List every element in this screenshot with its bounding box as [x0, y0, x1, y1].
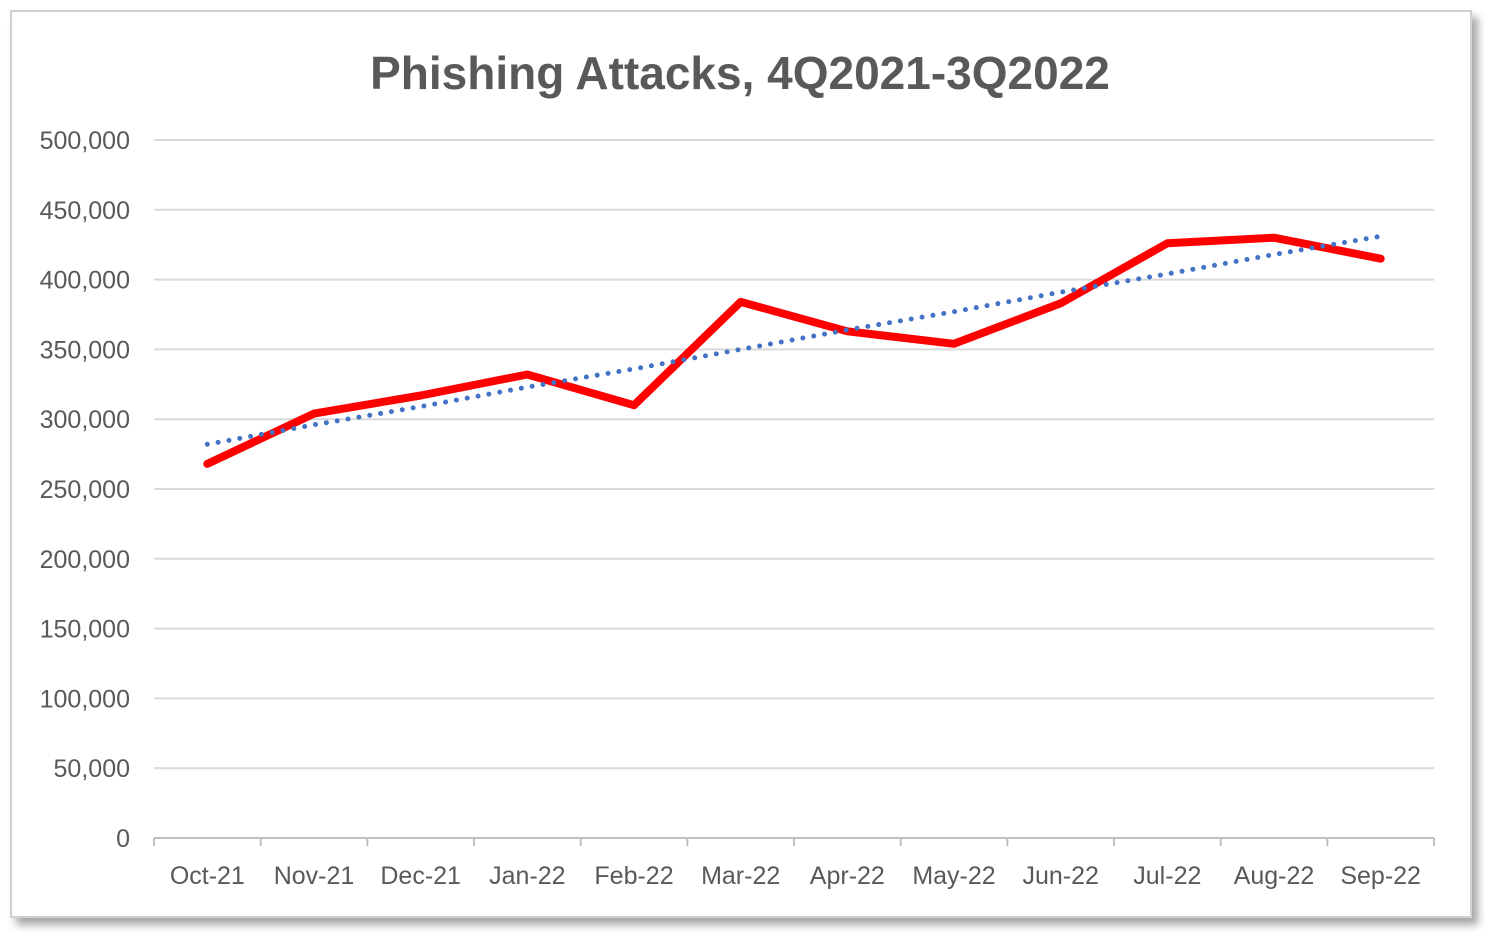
y-tick-label: 0 — [116, 825, 130, 853]
x-tick-label: Nov-21 — [274, 862, 355, 890]
x-tick-label: Dec-21 — [380, 862, 461, 890]
y-axis-labels: 0 50,000 100,000 150,000 200,000 250,000 300,0… — [40, 127, 130, 853]
x-tick-label: Oct-21 — [170, 862, 245, 890]
y-tick-label: 400,000 — [40, 267, 130, 295]
x-tick-label: Feb-22 — [594, 862, 673, 890]
y-tick-label: 150,000 — [40, 616, 130, 644]
x-tick-label: Jul-22 — [1133, 862, 1201, 890]
y-tick-label: 50,000 — [54, 755, 130, 783]
x-tick-label: Jan-22 — [489, 862, 565, 890]
y-tick-label: 200,000 — [40, 546, 130, 574]
chart-frame: Phishing Attacks, 4Q2021-3Q2022 0 50,000 1… — [10, 10, 1472, 918]
x-tick-label: Jun-22 — [1022, 862, 1098, 890]
x-axis-labels: Oct-21 Nov-21 Dec-21 Jan-22 Feb-22 Mar-22 Apr-… — [170, 862, 1421, 890]
chart-title: Phishing Attacks, 4Q2021-3Q2022 — [370, 47, 1110, 99]
chart-svg: Phishing Attacks, 4Q2021-3Q2022 0 50,000 1… — [40, 47, 1435, 890]
x-tick-label: Mar-22 — [701, 862, 780, 890]
phishing-attacks-series-line — [203, 233, 1385, 468]
x-axis — [153, 837, 1435, 846]
y-tick-label: 100,000 — [40, 685, 130, 713]
y-tick-label: 350,000 — [40, 336, 130, 364]
x-tick-label: Sep-22 — [1340, 862, 1421, 890]
series-layer — [203, 233, 1385, 468]
x-tick-label: May-22 — [912, 862, 995, 890]
trendline-series — [204, 233, 1384, 447]
x-tick-label: Apr-22 — [810, 862, 885, 890]
y-tick-label: 250,000 — [40, 476, 130, 504]
x-tick-label: Aug-22 — [1234, 862, 1315, 890]
grid-layer — [154, 139, 1434, 770]
y-tick-label: 450,000 — [40, 197, 130, 225]
y-tick-label: 300,000 — [40, 406, 130, 434]
y-tick-label: 500,000 — [40, 127, 130, 155]
